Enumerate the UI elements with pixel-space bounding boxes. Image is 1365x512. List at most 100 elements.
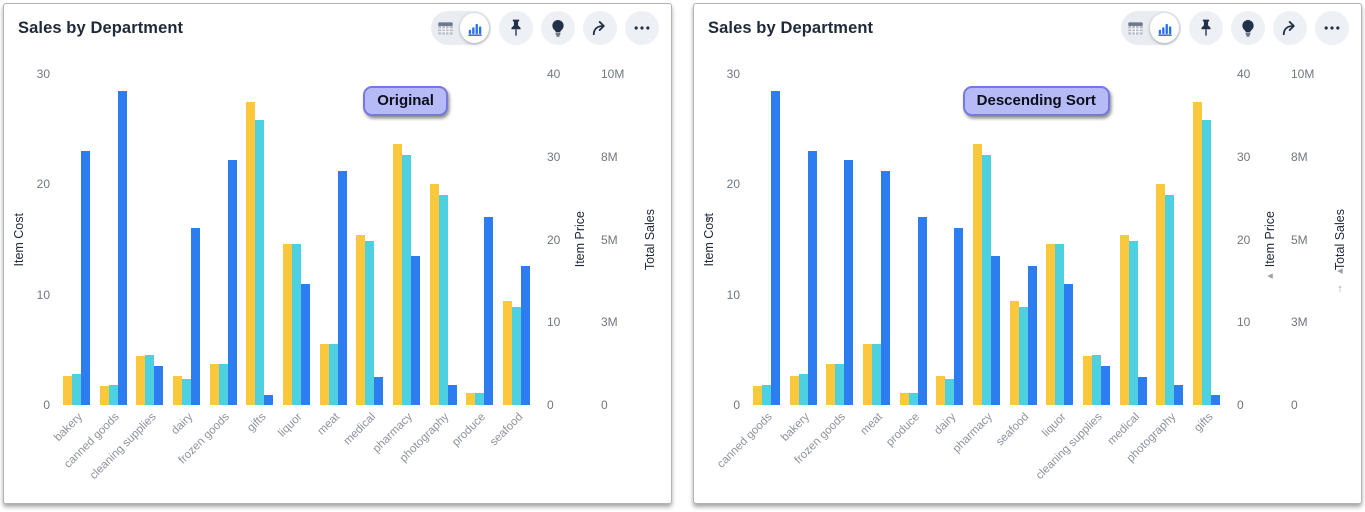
bar[interactable]: [402, 155, 412, 405]
bar[interactable]: [917, 217, 927, 405]
bar[interactable]: [411, 256, 421, 405]
bar[interactable]: [880, 171, 890, 405]
bar[interactable]: [521, 265, 531, 405]
bar[interactable]: [826, 363, 836, 405]
bar[interactable]: [945, 378, 955, 405]
bar[interactable]: [1174, 385, 1184, 405]
table-view-icon[interactable]: [1121, 13, 1150, 43]
bar[interactable]: [1092, 355, 1102, 405]
bar[interactable]: [108, 385, 118, 405]
bar[interactable]: [466, 393, 476, 405]
bar[interactable]: [1018, 307, 1028, 405]
bar[interactable]: [181, 378, 191, 405]
bar[interactable]: [337, 171, 347, 405]
plot-area: canned goods bakery frozen goods meat produc…: [715, 74, 1225, 494]
bar[interactable]: [356, 235, 366, 405]
bar[interactable]: [798, 373, 808, 405]
view-toggle[interactable]: [1121, 11, 1181, 45]
bar[interactable]: [871, 343, 881, 405]
bar-group: [95, 74, 132, 405]
bar[interactable]: [1064, 283, 1074, 405]
pin-button[interactable]: [499, 11, 533, 45]
bar[interactable]: [990, 256, 1000, 405]
insights-button[interactable]: [541, 11, 575, 45]
bar[interactable]: [117, 90, 127, 405]
bar[interactable]: [844, 160, 854, 405]
bar[interactable]: [218, 363, 228, 405]
bar[interactable]: [789, 376, 799, 405]
bar[interactable]: [908, 393, 918, 405]
bar[interactable]: [981, 155, 991, 405]
bar[interactable]: [972, 144, 982, 405]
bar[interactable]: [246, 102, 256, 405]
bar[interactable]: [761, 385, 771, 405]
more-button[interactable]: [625, 11, 659, 45]
bar[interactable]: [1137, 377, 1147, 405]
bar[interactable]: [512, 307, 522, 405]
insights-button[interactable]: [1231, 11, 1265, 45]
bar[interactable]: [209, 363, 219, 405]
bar[interactable]: [80, 151, 90, 405]
bar[interactable]: [438, 194, 448, 405]
bar[interactable]: [300, 283, 310, 405]
bar-chart-view-icon[interactable]: [460, 13, 489, 43]
bar[interactable]: [365, 241, 375, 405]
bar[interactable]: [807, 151, 817, 405]
bar[interactable]: [145, 355, 155, 405]
sort-indicator-icon: ↑: [1337, 283, 1343, 295]
bar[interactable]: [835, 363, 845, 405]
bar[interactable]: [503, 300, 513, 405]
bar[interactable]: [282, 244, 292, 405]
bar[interactable]: [255, 120, 265, 405]
bar[interactable]: [899, 393, 909, 405]
bar[interactable]: [447, 385, 457, 405]
bar[interactable]: [393, 144, 403, 405]
bar[interactable]: [475, 393, 485, 405]
pin-button[interactable]: [1189, 11, 1223, 45]
x-axis-label: canned goods: [715, 411, 775, 471]
bar[interactable]: [1211, 395, 1221, 405]
bar[interactable]: [1101, 366, 1111, 405]
share-button[interactable]: [1273, 11, 1307, 45]
bar[interactable]: [1128, 241, 1138, 405]
bar-chart-view-icon[interactable]: [1150, 13, 1179, 43]
x-axis-label: bakery: [778, 411, 812, 444]
bar[interactable]: [172, 376, 182, 405]
bar[interactable]: [954, 228, 964, 405]
bar[interactable]: [1083, 356, 1093, 405]
axis-tick-label: 10: [547, 315, 561, 330]
bar[interactable]: [1046, 244, 1056, 405]
bar[interactable]: [154, 366, 164, 405]
bar[interactable]: [319, 343, 329, 405]
bar[interactable]: [1202, 120, 1212, 405]
bar[interactable]: [71, 373, 81, 405]
bar[interactable]: [291, 244, 301, 405]
bar-group: [821, 74, 858, 405]
bar[interactable]: [328, 343, 338, 405]
bar[interactable]: [264, 395, 274, 405]
bar[interactable]: [99, 385, 109, 405]
bar[interactable]: [1156, 184, 1166, 405]
bar[interactable]: [136, 356, 146, 405]
bar[interactable]: [1193, 102, 1203, 405]
bar[interactable]: [1009, 300, 1019, 405]
bar[interactable]: [429, 184, 439, 405]
bar[interactable]: [1165, 194, 1175, 405]
more-button[interactable]: [1315, 11, 1349, 45]
bar[interactable]: [374, 377, 384, 405]
bar[interactable]: [770, 90, 780, 405]
bar[interactable]: [862, 343, 872, 405]
bar[interactable]: [1119, 235, 1129, 405]
bar[interactable]: [62, 376, 72, 405]
view-toggle[interactable]: [431, 11, 491, 45]
axis-tick-label: 40: [1237, 67, 1251, 81]
bar[interactable]: [227, 160, 237, 405]
table-view-icon[interactable]: [431, 13, 460, 43]
bar[interactable]: [1027, 265, 1037, 405]
share-button[interactable]: [583, 11, 617, 45]
bar[interactable]: [190, 228, 200, 405]
bar[interactable]: [484, 217, 494, 405]
bar[interactable]: [1055, 244, 1065, 405]
bar[interactable]: [752, 385, 762, 405]
bar[interactable]: [936, 376, 946, 405]
